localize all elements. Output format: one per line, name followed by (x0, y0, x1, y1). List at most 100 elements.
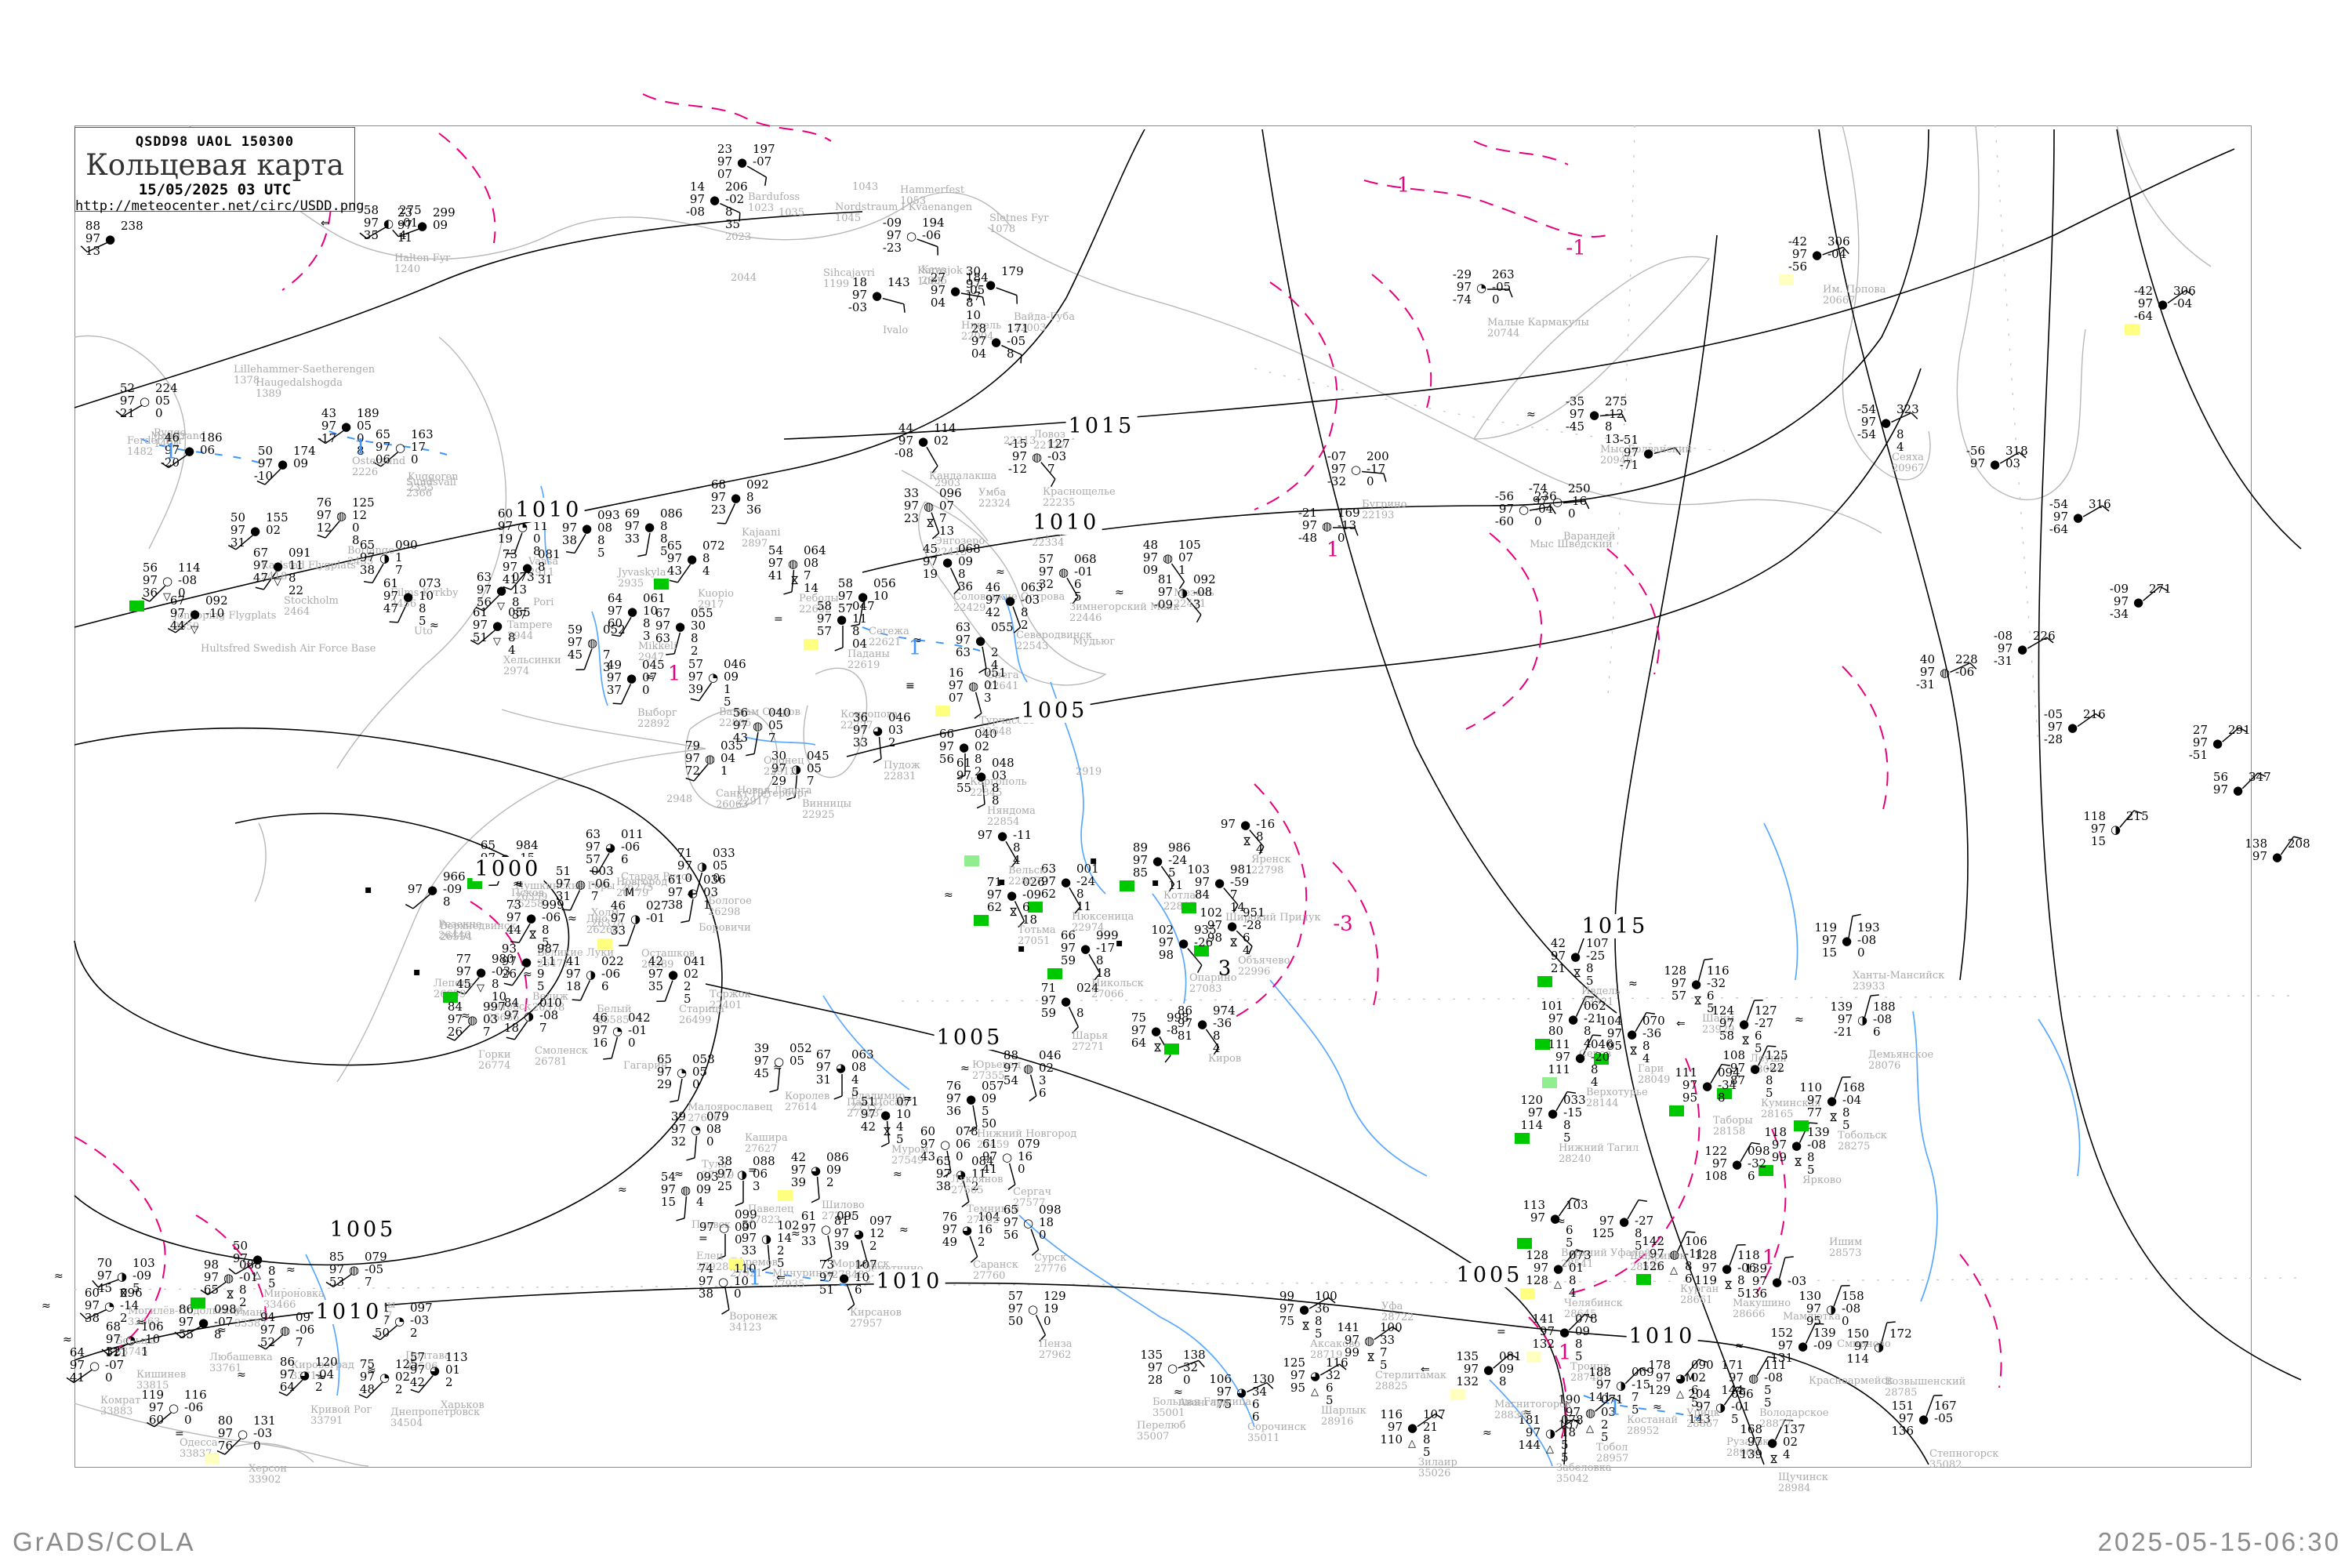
station-left-column: 23 97 11 (397, 205, 412, 245)
cloud-cover-circle: ○ (906, 229, 917, 243)
station-city-label: Белый 26585 (597, 1004, 632, 1026)
wind-barb-feather (1164, 1054, 1171, 1063)
station-right-column: 116 -32 6 5 (1707, 964, 1730, 1015)
wind-barb-shaft (149, 585, 166, 602)
station-right-column: 058 05 0 (692, 1052, 715, 1091)
cloud-cover-circle: ◑ (761, 1232, 772, 1246)
station-left-column: 86 97 81 (1177, 1004, 1192, 1043)
wind-barb-feather (739, 212, 741, 222)
precip-highlight (1779, 274, 1794, 285)
cloud-cover-circle: ○ (1002, 1150, 1013, 1164)
station-city-label: Витебск 26666 (487, 1001, 532, 1024)
station-right-column: 092 8 36 (746, 477, 769, 517)
cloud-cover-circle: ● (1553, 1261, 1564, 1276)
station-city-label: Малоярославец 27606 (688, 1102, 773, 1124)
station-right-column: 168 -04 8 5 (1842, 1080, 1865, 1132)
precip-highlight (191, 1298, 205, 1308)
station-left-column: 113 97 (1523, 1198, 1545, 1225)
precip-highlight (1450, 1389, 1465, 1400)
isallobar-value-label: 3 (1218, 956, 1232, 981)
station-city-label: Санкт-Петербург 26063 (716, 788, 809, 811)
cloud-cover-circle: ● (975, 633, 986, 648)
wind-barb-shaft (1582, 1034, 1594, 1055)
cloud-cover-circle: ● (403, 590, 414, 604)
station-city-label: Опарино 27083 (1189, 972, 1237, 995)
wind-barb-feather (66, 1377, 74, 1384)
wind-barb-shaft (886, 1120, 890, 1143)
cloud-cover-circle: ● (2158, 297, 2169, 311)
wind-barb-shaft (380, 452, 398, 467)
cloud-cover-circle: ● (2272, 850, 2283, 864)
city-ghost-label: Владимир 27532 (851, 1091, 906, 1113)
station-right-column: 113 01 2 (445, 1350, 468, 1389)
station-right-column: 090 02 6 5 (1691, 1358, 1714, 1410)
wind-barb-feather (174, 1331, 183, 1338)
cloud-cover-circle: ● (2073, 510, 2084, 524)
weather-symbol: ≈ (1628, 978, 1638, 990)
wind-barb-shaft (1178, 1359, 1200, 1369)
precip-highlight (778, 1190, 793, 1201)
cloud-cover-circle: ◕ (1236, 1385, 1247, 1399)
station-right-column: 127 -27 6 5 (1755, 1004, 1777, 1055)
cloud-cover-circle: ◔ (394, 1314, 405, 1328)
cloud-genus-symbol: ▽ (497, 601, 505, 612)
weather-symbol: ≈ (674, 1168, 684, 1181)
cloud-cover-circle: ○ (718, 1275, 729, 1289)
station-left-column: 135 97 28 (1140, 1348, 1163, 1387)
wind-barb-shaft (583, 648, 593, 670)
station-right-column: 084 11 2 (971, 1154, 994, 1193)
station-left-column: 61 97 51 (472, 605, 488, 644)
cloud-cover-circle: ◑ (1545, 1426, 1556, 1440)
station-left-column: 38 97 25 (717, 1154, 732, 1193)
cloud-cover-circle: ◍ (1023, 1062, 1034, 1076)
city-ghost-label: Перелюб 35007 (1137, 1420, 1186, 1443)
station-right-column: 111 -07 0 (105, 1345, 128, 1385)
coastline-path (918, 501, 1107, 686)
coastline-path (1842, 125, 1931, 481)
station-left-column: 75 97 64 (1131, 1011, 1146, 1050)
cloud-cover-circle: ◍ (1058, 565, 1069, 579)
cloud-cover-circle: ● (1791, 1138, 1802, 1152)
isobar-value-label: 1005 (934, 1025, 1006, 1050)
cloud-cover-circle: ● (731, 491, 742, 505)
wind-barb-shaft (982, 782, 985, 804)
wind-barb-feather (2018, 452, 2027, 459)
wind-barb-shaft (1848, 916, 1853, 938)
cloud-cover-circle: ○ (1023, 1216, 1034, 1230)
wind-barb-feather (392, 229, 399, 238)
cloud-cover-circle: ● (1990, 457, 2001, 471)
wind-barb-shaft (1729, 1244, 1738, 1266)
wind-barb-feather (1196, 614, 1202, 623)
weather-symbol: ≈ (893, 1168, 902, 1181)
wind-barb-feather (278, 1391, 288, 1396)
station-left-column: 18 97 -03 (848, 275, 867, 314)
weather-symbol: ≈ (1174, 1386, 1183, 1399)
station-left-column: 139 97 -21 (1830, 1000, 1853, 1039)
precip-highlight (1537, 976, 1552, 987)
station-right-column: 158 -08 0 (1842, 1289, 1864, 1328)
wind-barb-shaft (724, 503, 736, 524)
city-ghost-label: Умба 22324 (978, 487, 1011, 510)
station-left-column: 75 97 48 (359, 1357, 375, 1396)
station-city-label: Малые Кармакулы 20744 (1487, 317, 1589, 339)
station-right-column: 040 02 8 2 (975, 727, 997, 779)
station-right-column: -03 (1788, 1274, 1807, 1288)
wind-barb-feather (612, 634, 621, 637)
station-right-column: 046 02 3 6 (1039, 1048, 1062, 1100)
station-city-label: Мичуринск 27935 (772, 1268, 835, 1290)
station-right-column: 062 -21 8 4 (1584, 999, 1606, 1051)
wind-barb-shaft (1008, 1163, 1016, 1185)
wind-barb-shaft (1624, 1367, 1642, 1385)
weather-symbol: ≈ (523, 968, 532, 981)
wind-barb-shaft (175, 618, 193, 633)
station-right-column: 125 12 0 8 (352, 495, 375, 547)
wind-barb-shaft (626, 924, 636, 946)
station-left-column: 97 (407, 882, 423, 896)
station-left-column: 85 97 53 (328, 1250, 344, 1289)
cloud-cover-circle: ○ (1519, 503, 1530, 517)
cloud-cover-circle: ◑ (791, 762, 802, 776)
station-city-label: Sundsvall 2366 (406, 477, 457, 499)
station-left-column: -51 97 -71 (1619, 433, 1639, 472)
cloud-cover-circle: ● (1842, 934, 1853, 948)
